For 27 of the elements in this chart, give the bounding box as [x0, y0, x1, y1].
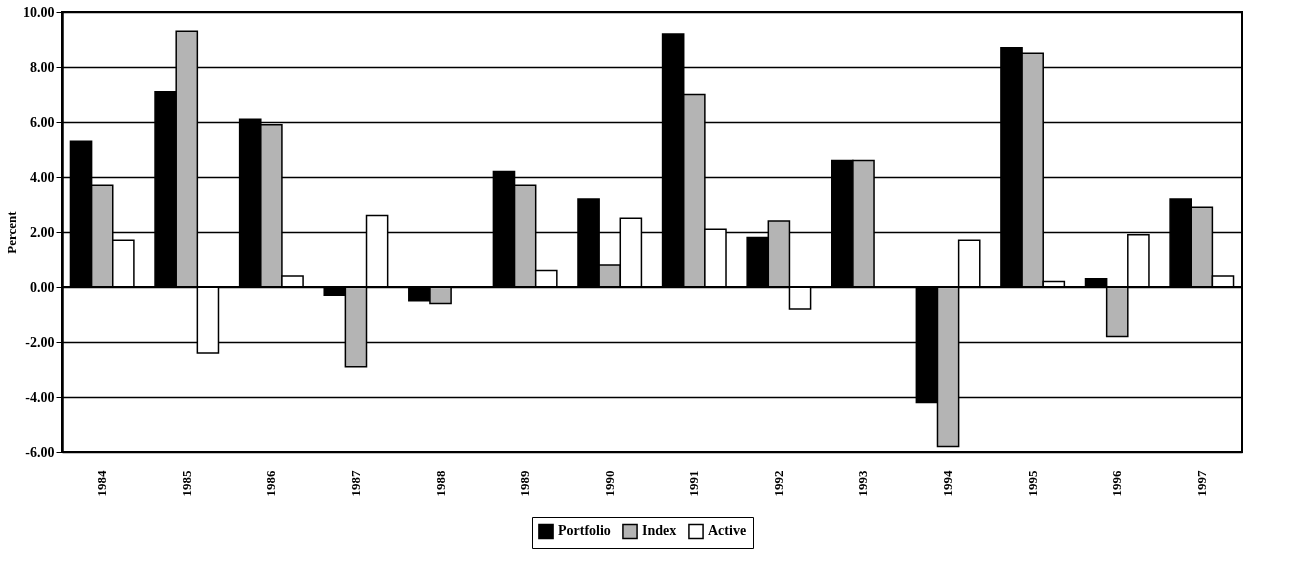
y-tick-label: 8.00: [30, 59, 55, 75]
y-tick-label: -6.00: [25, 444, 55, 460]
x-tick-label: 1992: [770, 470, 786, 497]
x-tick-label: 1995: [1024, 470, 1040, 497]
x-tick-label: 1985: [178, 470, 194, 497]
legend-label: Portfolio: [558, 523, 611, 539]
y-tick-label: -4.00: [25, 389, 55, 405]
legend-label: Index: [642, 523, 677, 539]
x-tick-label: 1991: [686, 470, 702, 497]
x-tick-label: 1994: [940, 470, 956, 497]
x-tick-label: 1989: [517, 470, 533, 497]
y-tick-label: -2.00: [25, 334, 55, 350]
x-tick-label: 1988: [432, 470, 448, 497]
y-axis-title: Percent: [4, 210, 19, 254]
y-tick-label: 4.00: [30, 169, 55, 185]
x-tick-label: 1986: [263, 470, 279, 497]
x-tick-label: 1993: [855, 470, 871, 497]
x-tick-label: 1987: [347, 470, 363, 497]
y-tick-label: 10.00: [23, 4, 55, 20]
y-tick-label: 6.00: [30, 114, 55, 130]
x-tick-label: 1984: [94, 470, 110, 497]
x-tick-label: 1997: [1193, 470, 1209, 497]
y-tick-label: 0.00: [30, 279, 55, 295]
y-tick-label: 2.00: [30, 224, 55, 240]
x-tick-label: 1990: [601, 470, 617, 497]
legend-label: Active: [708, 523, 747, 539]
x-tick-label: 1996: [1109, 470, 1125, 497]
